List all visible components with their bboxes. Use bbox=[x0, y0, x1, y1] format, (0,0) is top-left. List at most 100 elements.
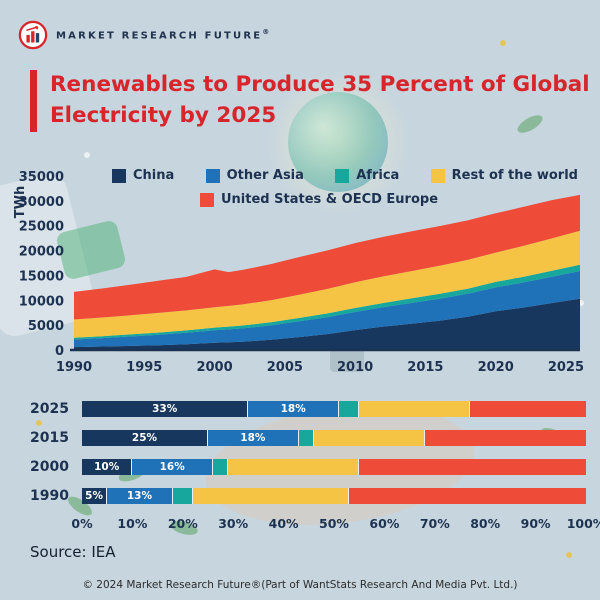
bar-track-2000: 10% 16% bbox=[82, 458, 586, 475]
y-tick-label: 15000 bbox=[19, 269, 64, 284]
bar-segment-africa bbox=[339, 400, 360, 417]
y-tick-label: 10000 bbox=[19, 294, 64, 309]
y-tick-label: 25000 bbox=[19, 220, 64, 235]
percent-tick-label: 0% bbox=[71, 516, 93, 531]
bar-segment-africa bbox=[298, 429, 314, 446]
bar-track-1990: 5% 13% bbox=[82, 487, 586, 504]
bar-segment-united-states-oecd-europe bbox=[470, 400, 586, 417]
bar-segment-rest-of-the-world bbox=[228, 458, 360, 475]
bar-year-label: 2025 bbox=[30, 400, 69, 417]
legend-item-africa: Africa bbox=[335, 168, 399, 183]
legend-label: China bbox=[133, 168, 175, 183]
legend-item-united-states-oecd-europe: United States & OECD Europe bbox=[200, 192, 438, 207]
legend-label: Rest of the world bbox=[451, 168, 578, 183]
bar-row-2025: 2025 33% 18% bbox=[30, 400, 586, 417]
bar-segment-value: 5% bbox=[85, 489, 103, 502]
legend-swatch-united-states-oecd-europe bbox=[200, 192, 214, 207]
bar-row-2015: 2015 25% 18% bbox=[30, 429, 586, 446]
legend-item-china: China bbox=[112, 168, 174, 183]
bar-segment-china: 5% bbox=[82, 487, 108, 504]
registered-mark: ® bbox=[262, 28, 272, 37]
bar-segment-china: 25% bbox=[82, 429, 208, 446]
bar-segment-other-asia: 18% bbox=[248, 400, 340, 417]
bar-rows: 2025 33% 18% 2015 25% 18% 2000 10% 16% 1990 5% 13% bbox=[30, 400, 586, 504]
x-tick-label: 2010 bbox=[337, 360, 373, 375]
legend-swatch-rest-of-the-world bbox=[430, 168, 445, 183]
bar-segment-value: 33% bbox=[152, 402, 178, 415]
sparkle-dot bbox=[566, 552, 572, 558]
bar-segment-united-states-oecd-europe bbox=[359, 458, 586, 475]
brand-name: MARKET RESEARCH FUTURE® bbox=[56, 28, 272, 42]
chart-legend: China Other Asia Africa Rest of the world U… bbox=[112, 168, 578, 207]
bar-segment-value: 25% bbox=[131, 431, 158, 444]
percent-tick-label: 90% bbox=[520, 516, 551, 531]
bar-segment-united-states-oecd-europe bbox=[349, 487, 586, 504]
percent-tick-label: 60% bbox=[369, 516, 400, 531]
title-line-2: Electricity by 2025 bbox=[50, 102, 277, 128]
y-tick-label: 5000 bbox=[28, 319, 64, 334]
bar-segment-other-asia: 18% bbox=[208, 429, 299, 446]
x-tick-label: 1990 bbox=[56, 360, 92, 375]
bar-segment-rest-of-the-world bbox=[359, 400, 471, 417]
bar-year-label: 1990 bbox=[30, 487, 69, 504]
percent-tick-label: 50% bbox=[319, 516, 349, 531]
percent-tick-label: 100% bbox=[566, 516, 600, 531]
bar-segment-china: 10% bbox=[82, 458, 133, 475]
legend-label: Africa bbox=[356, 168, 400, 183]
bar-segment-value: 18% bbox=[280, 402, 306, 415]
bar-segment-value: 13% bbox=[126, 489, 153, 502]
percent-tick-label: 80% bbox=[470, 516, 501, 531]
bar-segment-rest-of-the-world bbox=[192, 487, 350, 504]
x-tick-label: 2020 bbox=[478, 360, 514, 375]
sparkle-dot bbox=[36, 420, 42, 426]
y-tick-label: 0 bbox=[55, 344, 64, 359]
copyright: © 2024 Market Research Future®(Part of W… bbox=[82, 579, 518, 591]
bar-segment-value: 18% bbox=[240, 431, 266, 444]
bar-year-label: 2015 bbox=[30, 429, 69, 446]
area-chart: 0 5000 10000 15000 20000 25000 30000 35000 1990 1… bbox=[8, 142, 592, 386]
bar-segment-value: 16% bbox=[159, 460, 185, 473]
brand-logo: MARKET RESEARCH FUTURE® bbox=[18, 20, 272, 50]
bar-segment-other-asia: 13% bbox=[107, 487, 173, 504]
legend-item-rest-of-the-world: Rest of the world bbox=[430, 168, 578, 183]
legend-label: Other Asia bbox=[226, 168, 304, 183]
legend-swatch-africa bbox=[335, 168, 350, 183]
area-series-china bbox=[74, 298, 580, 350]
percent-tick-label: 70% bbox=[419, 516, 450, 531]
bar-segment-africa bbox=[213, 458, 229, 475]
bar-segment-africa bbox=[172, 487, 193, 504]
bar-row-2000: 2000 10% 16% bbox=[30, 458, 586, 475]
bar-year-label: 2000 bbox=[30, 458, 69, 475]
title-text: Renewables to Produce 35 Percent of Glob… bbox=[50, 70, 590, 132]
source-note: Source: IEA bbox=[30, 543, 116, 561]
title-accent-bar bbox=[30, 70, 37, 132]
x-tick-label: 2005 bbox=[267, 360, 303, 375]
sparkle-dot bbox=[84, 152, 90, 158]
area-series-rest-of-the-world bbox=[74, 230, 580, 338]
y-tick-label: 30000 bbox=[19, 195, 64, 210]
bar-segment-rest-of-the-world bbox=[313, 429, 425, 446]
bar-percent-axis: 0% 10% 20% 30% 40% 50% 60% 70% 80% 90% 100% bbox=[71, 516, 600, 532]
y-tick-label: 35000 bbox=[19, 170, 64, 185]
legend-swatch-china bbox=[112, 168, 126, 183]
x-tick-label: 2025 bbox=[548, 360, 584, 375]
area-chart-svg: 0 5000 10000 15000 20000 25000 30000 35000 1990 1… bbox=[13, 170, 584, 375]
mrf-logo-icon bbox=[18, 20, 48, 50]
x-tick-label: 2000 bbox=[196, 360, 232, 375]
bar-segment-value: 10% bbox=[94, 460, 120, 473]
bar-track-2025: 33% 18% bbox=[82, 400, 586, 417]
bar-row-1990: 1990 5% 13% bbox=[30, 487, 586, 504]
percent-tick-label: 20% bbox=[167, 516, 198, 531]
percent-tick-label: 40% bbox=[268, 516, 299, 531]
legend-row-1: China Other Asia Africa Rest of the world bbox=[112, 168, 578, 183]
area-series-united-states-oecd-europe bbox=[74, 194, 580, 320]
bar-segment-china: 33% bbox=[82, 400, 249, 417]
sparkle-dot bbox=[578, 300, 584, 306]
percent-tick-label: 10% bbox=[117, 516, 148, 531]
legend-item-other-asia: Other Asia bbox=[205, 168, 304, 183]
legend-swatch-other-asia bbox=[205, 168, 220, 183]
legend-row-2: United States & OECD Europe bbox=[112, 192, 578, 207]
percent-tick-label: 30% bbox=[218, 516, 249, 531]
share-bar-chart: 2025 33% 18% 2015 25% 18% 2000 10% 16% 1990 5% 13% … bbox=[30, 400, 600, 532]
